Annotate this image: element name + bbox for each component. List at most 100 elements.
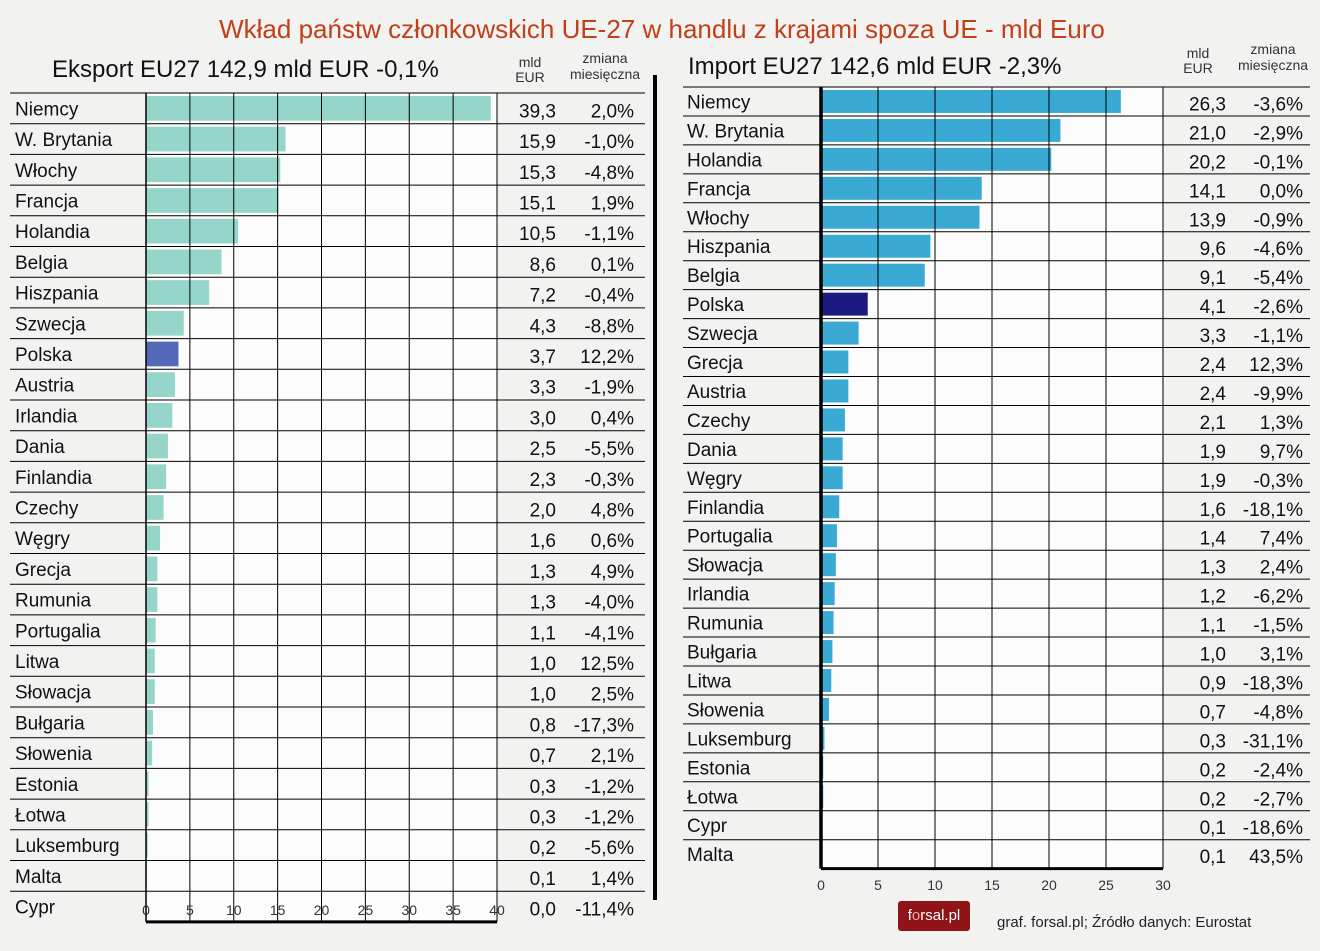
x-tick-label: 0	[817, 877, 825, 893]
bar-węgry	[821, 466, 843, 490]
bar-austria	[146, 372, 175, 397]
change-label: -4,8%	[584, 163, 634, 184]
value-label: 2,5	[530, 439, 556, 460]
value-label: 1,4	[1200, 529, 1227, 550]
bar-belgia	[146, 249, 222, 275]
bar-portugalia	[821, 524, 837, 548]
change-label: -1,9%	[584, 378, 634, 399]
bar-luksemburg	[146, 832, 148, 858]
change-label: 4,9%	[591, 562, 634, 583]
change-label: -4,8%	[1253, 702, 1303, 723]
category-label: Francja	[687, 179, 751, 200]
bar-węgry	[146, 525, 161, 551]
bar-słowacja	[146, 679, 155, 704]
value-label: 0,2	[1200, 789, 1226, 810]
bar-francja	[821, 176, 982, 200]
bar-polska	[821, 292, 868, 316]
bar-francja	[146, 188, 279, 213]
value-label: 1,3	[530, 593, 556, 614]
value-label: 10,5	[519, 224, 556, 245]
category-label: Malta	[687, 845, 734, 866]
value-label: 1,0	[1200, 645, 1226, 666]
change-label: -1,1%	[1253, 326, 1303, 347]
forsal-logo: forsal.pl	[898, 901, 970, 931]
value-label: 3,3	[1200, 326, 1226, 347]
bar-finlandia	[821, 495, 840, 519]
x-tick-label: 10	[226, 902, 242, 918]
value-label: 4,1	[1200, 297, 1226, 318]
change-column-header: zmiana	[582, 50, 627, 66]
bar-portugalia	[146, 617, 156, 643]
change-label: -0,3%	[1253, 471, 1303, 492]
bar-dania	[821, 437, 843, 461]
category-label: Holandia	[15, 222, 90, 243]
value-label: 3,7	[530, 347, 556, 368]
import-title: Import EU27 142,6 mld EUR -2,3%	[688, 53, 1062, 80]
change-label: 0,4%	[591, 408, 634, 429]
change-label: -0,9%	[1253, 210, 1303, 231]
bar-w-brytania	[146, 126, 286, 152]
x-tick-label: 5	[186, 902, 194, 918]
bar-rumunia	[821, 611, 834, 635]
category-label: Węgry	[687, 469, 742, 490]
bar-słowacja	[821, 553, 836, 577]
value-label: 9,6	[1200, 239, 1226, 260]
value-label: 15,1	[519, 193, 556, 214]
bar-rumunia	[146, 587, 158, 612]
category-label: Estonia	[15, 775, 79, 796]
category-label: Włochy	[15, 161, 78, 182]
category-label: Holandia	[687, 150, 762, 171]
category-label: Austria	[687, 382, 747, 403]
change-label: 0,0%	[1260, 181, 1303, 202]
bar-belgia	[821, 263, 925, 287]
change-label: -6,2%	[1253, 587, 1303, 608]
change-label: -5,4%	[1253, 268, 1303, 289]
x-tick-label: 30	[1155, 877, 1171, 893]
category-label: Czechy	[687, 411, 751, 432]
change-label: 2,0%	[591, 101, 634, 122]
category-label: Rumunia	[15, 591, 91, 612]
value-label: 0,9	[1200, 673, 1226, 694]
value-label: 0,1	[530, 869, 556, 890]
value-label: 15,9	[519, 132, 556, 153]
category-label: Słowenia	[15, 744, 93, 765]
value-label: 1,9	[1200, 471, 1226, 492]
bar-grecja	[821, 350, 849, 374]
x-tick-label: 25	[358, 902, 374, 918]
value-label: 8,6	[530, 255, 556, 276]
bar-włochy	[821, 205, 980, 229]
category-label: Słowacja	[687, 556, 763, 577]
change-label: -4,6%	[1253, 239, 1303, 260]
bar-łotwa	[146, 802, 149, 827]
bar-polska	[146, 341, 179, 367]
value-label: 2,4	[1200, 384, 1227, 405]
change-label: -0,1%	[1253, 152, 1303, 173]
category-label: W. Brytania	[687, 121, 785, 142]
bar-litwa	[146, 648, 155, 674]
category-label: Bułgaria	[15, 713, 85, 734]
value-label: 1,6	[530, 531, 556, 552]
bar-hiszpania	[821, 234, 931, 258]
bar-niemcy	[821, 90, 1121, 113]
change-label: 1,3%	[1260, 413, 1303, 434]
change-column-header: miesięczna	[570, 66, 640, 82]
change-column-header: miesięczna	[1238, 57, 1308, 73]
value-label: 0,2	[1200, 760, 1226, 781]
bar-czechy	[146, 495, 164, 520]
value-label: 0,7	[530, 746, 556, 767]
change-label: 4,8%	[591, 500, 634, 521]
value-label: 2,3	[530, 470, 556, 491]
change-label: -2,9%	[1253, 123, 1303, 144]
value-column-header: mld	[519, 54, 542, 70]
bar-słowenia	[821, 697, 829, 721]
value-label: 0,0	[530, 900, 556, 921]
x-tick-label: 40	[489, 902, 505, 918]
category-label: Czechy	[15, 498, 79, 519]
change-label: -2,4%	[1253, 760, 1303, 781]
category-label: Dania	[687, 440, 737, 461]
value-label: 39,3	[519, 101, 556, 122]
bar-bułgaria	[821, 640, 833, 663]
category-label: Szwecja	[15, 314, 86, 335]
category-label: Dania	[15, 437, 65, 458]
value-label: 1,1	[530, 623, 556, 644]
